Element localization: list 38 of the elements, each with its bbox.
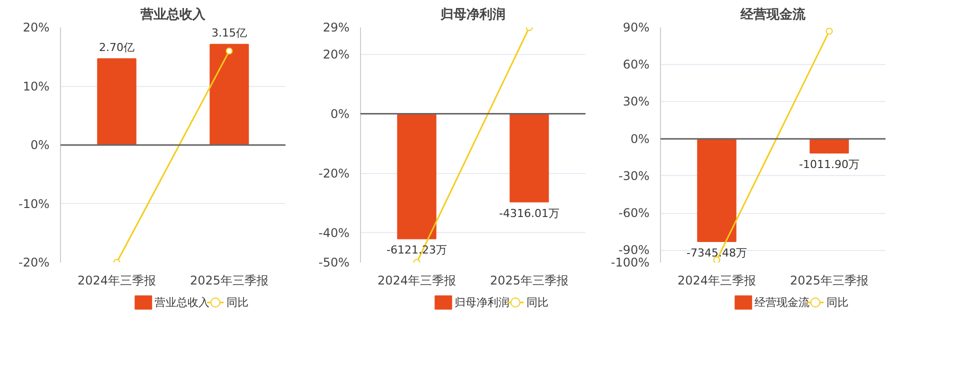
legend-label: 营业总收入	[154, 296, 210, 309]
y-tick-label: -50%	[318, 256, 350, 270]
legend-label: 经营现金流	[754, 296, 810, 309]
y-tick-label: -100%	[610, 256, 650, 270]
x-tick-label: 2024年三季报	[677, 274, 756, 288]
y-tick-label: 10%	[22, 79, 50, 94]
data-label: 2.70亿	[99, 40, 135, 54]
x-tick-label: 2024年三季报	[377, 274, 456, 288]
y-tick-label: -20%	[318, 166, 350, 180]
y-tick-label: 20%	[22, 20, 50, 34]
y-tick-label: 29%	[322, 20, 350, 34]
legend-label: 同比	[526, 296, 549, 309]
y-tick-label: -10%	[18, 196, 50, 211]
data-label: -4316.01万	[499, 206, 560, 220]
x-tick-label: 2025年三季报	[190, 274, 269, 288]
legend-label: 同比	[826, 296, 849, 309]
legend-label: 同比	[226, 296, 249, 309]
y-tick-label: 60%	[622, 58, 650, 72]
chart-title: 营业总收入	[140, 6, 206, 22]
chart-title: 经营现金流	[740, 6, 806, 22]
y-tick-label: 0%	[630, 132, 650, 146]
x-tick-label: 2025年三季报	[490, 274, 569, 288]
y-tick-label: 30%	[622, 94, 650, 109]
y-tick-label: -40%	[318, 226, 350, 240]
y-tick-label: 90%	[622, 20, 650, 34]
x-tick-label: 2025年三季报	[790, 274, 869, 288]
y-tick-label: -30%	[618, 168, 650, 183]
data-label: -1011.90万	[799, 158, 860, 171]
y-tick-label: -20%	[18, 256, 50, 270]
data-label: 3.15亿	[212, 26, 248, 40]
chart-title: 归母净利润	[440, 6, 506, 22]
y-tick-label: 0%	[330, 106, 350, 121]
x-tick-label: 2024年三季报	[77, 274, 156, 288]
legend-label: 归母净利润	[454, 296, 510, 309]
y-tick-label: -60%	[618, 206, 650, 220]
y-tick-label: -90%	[618, 243, 650, 258]
y-tick-label: 0%	[30, 138, 50, 152]
y-tick-label: 20%	[322, 47, 350, 62]
